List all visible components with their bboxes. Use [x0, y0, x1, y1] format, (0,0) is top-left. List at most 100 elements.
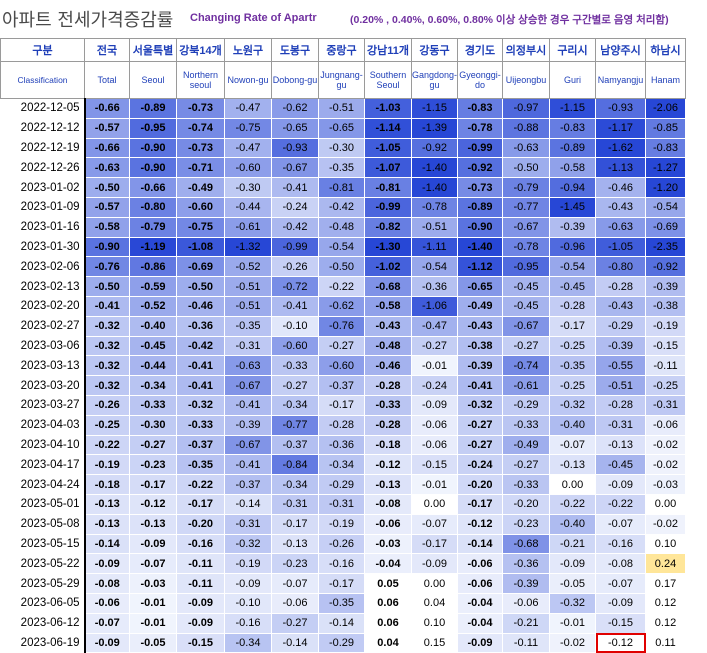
- data-cell: -0.89: [549, 137, 596, 159]
- header-col-en: Guri: [549, 61, 596, 99]
- data-cell: -0.12: [457, 513, 503, 535]
- data-cell: -0.31: [318, 493, 365, 515]
- row-date: 2023-02-20: [0, 295, 86, 317]
- row-spacer: [686, 336, 705, 356]
- data-cell: -0.37: [318, 375, 365, 396]
- data-cell: -0.88: [502, 117, 550, 139]
- data-cell: -0.22: [176, 474, 225, 495]
- data-cell: -0.30: [318, 137, 365, 159]
- data-cell: -0.32: [549, 592, 596, 614]
- data-cell: -0.21: [502, 612, 550, 634]
- data-cell: 0.00: [411, 493, 458, 515]
- data-cell: -0.54: [645, 196, 686, 218]
- data-cell: -0.65: [457, 276, 503, 297]
- data-cell: -0.02: [645, 513, 686, 535]
- row-spacer: [686, 613, 705, 633]
- data-cell: -0.32: [549, 394, 596, 416]
- data-cell: -0.89: [129, 98, 177, 119]
- data-cell: -1.08: [176, 236, 225, 258]
- data-cell: -0.02: [645, 434, 686, 456]
- data-cell: -0.16: [176, 533, 225, 555]
- data-cell: -0.06: [364, 513, 412, 535]
- data-cell: -0.77: [502, 196, 550, 218]
- data-cell: -0.28: [364, 414, 412, 436]
- data-cell: -0.04: [457, 592, 503, 614]
- data-cell: 0.06: [364, 592, 412, 614]
- data-cell: -0.61: [224, 216, 272, 238]
- row-spacer: [686, 455, 705, 475]
- header-col-ko: 의정부시: [502, 38, 550, 62]
- data-cell: -0.36: [411, 276, 458, 297]
- row-date: 2023-03-13: [0, 355, 86, 377]
- data-cell: -0.59: [129, 276, 177, 297]
- row-spacer: [686, 574, 705, 594]
- header-col-ko: 전국: [84, 38, 130, 62]
- data-cell: -0.49: [502, 434, 550, 456]
- header-col-ko: 중랑구: [318, 38, 365, 62]
- header-col-ko: 도봉구: [271, 38, 319, 62]
- data-cell: -0.29: [502, 394, 550, 416]
- data-cell: -0.90: [84, 236, 130, 258]
- data-cell: -0.60: [318, 355, 365, 377]
- data-cell: -2.06: [645, 98, 686, 119]
- data-cell: -0.34: [224, 632, 272, 653]
- table-row: 2022-12-26 -0.63 -0.90 -0.71 -0.60 -0.67 -0.35…: [0, 157, 705, 179]
- data-cell: -0.14: [84, 533, 130, 555]
- data-cell: -0.39: [502, 573, 550, 594]
- data-cell: -0.54: [549, 256, 596, 278]
- header-col-en: Hanam: [645, 61, 686, 99]
- header-col-ko: 서울특별: [129, 38, 177, 62]
- header-col-en: Total: [84, 61, 130, 99]
- table-row: 2023-06-12 -0.07 -0.01 -0.09 -0.16 -0.27 -0.14…: [0, 612, 705, 634]
- data-cell: -0.08: [84, 573, 130, 594]
- data-cell: -0.50: [84, 276, 130, 297]
- table-row: 2022-12-05 -0.66 -0.89 -0.73 -0.47 -0.62 -0.51…: [0, 98, 705, 119]
- table-row: 2023-03-13 -0.32 -0.44 -0.41 -0.63 -0.33 -0.60…: [0, 355, 705, 377]
- table-row: 2023-05-08 -0.13 -0.13 -0.20 -0.31 -0.17 -0.19…: [0, 513, 705, 535]
- data-cell: -0.06: [84, 592, 130, 614]
- data-cell: -0.17: [129, 474, 177, 495]
- data-cell: -0.07: [271, 573, 319, 594]
- data-cell: -0.45: [129, 335, 177, 357]
- data-cell: -0.35: [176, 454, 225, 476]
- data-cell: -0.24: [271, 196, 319, 218]
- data-cell: -0.47: [224, 137, 272, 159]
- table-row: 2023-04-10 -0.22 -0.27 -0.37 -0.67 -0.37 -0.36…: [0, 434, 705, 456]
- data-cell: -0.20: [502, 493, 550, 515]
- data-cell: -0.47: [411, 315, 458, 337]
- data-cell: -0.06: [411, 414, 458, 436]
- data-cell: -1.11: [411, 236, 458, 258]
- data-cell: -0.63: [502, 137, 550, 159]
- data-cell: -0.33: [271, 355, 319, 377]
- data-cell: -0.23: [129, 454, 177, 476]
- data-cell: -0.85: [645, 117, 686, 139]
- row-spacer: [686, 296, 705, 316]
- row-date: 2023-06-19: [0, 632, 86, 653]
- data-cell: -0.09: [595, 592, 646, 614]
- title-note: (0.20% , 0.40%, 0.60%, 0.80% 이상 상승한 경우 구…: [350, 14, 669, 26]
- data-cell: -0.25: [549, 335, 596, 357]
- data-cell: -0.03: [645, 474, 686, 495]
- data-cell: -0.19: [84, 454, 130, 476]
- data-cell: -1.03: [364, 98, 412, 119]
- data-cell: -0.38: [457, 335, 503, 357]
- row-spacer: [686, 514, 705, 534]
- data-cell: -1.12: [457, 256, 503, 278]
- row-spacer: [686, 158, 705, 178]
- data-cell: -0.35: [318, 592, 365, 614]
- data-cell: -0.39: [457, 355, 503, 377]
- data-cell: -0.81: [364, 177, 412, 198]
- data-cell: -0.06: [457, 573, 503, 594]
- row-spacer: [686, 316, 705, 336]
- data-cell: -0.95: [129, 117, 177, 139]
- data-cell: -0.24: [411, 375, 458, 396]
- data-cell: -0.11: [502, 632, 550, 653]
- data-cell: -0.18: [84, 474, 130, 495]
- data-cell: -0.66: [84, 137, 130, 159]
- header-col-en: Namyangju: [595, 61, 646, 99]
- data-cell: -0.32: [176, 394, 225, 416]
- data-cell: -1.05: [364, 137, 412, 159]
- table-row: 2022-12-12 -0.57 -0.95 -0.74 -0.75 -0.65 -0.65…: [0, 117, 705, 139]
- data-cell: -1.15: [411, 98, 458, 119]
- row-date: 2023-01-30: [0, 236, 86, 258]
